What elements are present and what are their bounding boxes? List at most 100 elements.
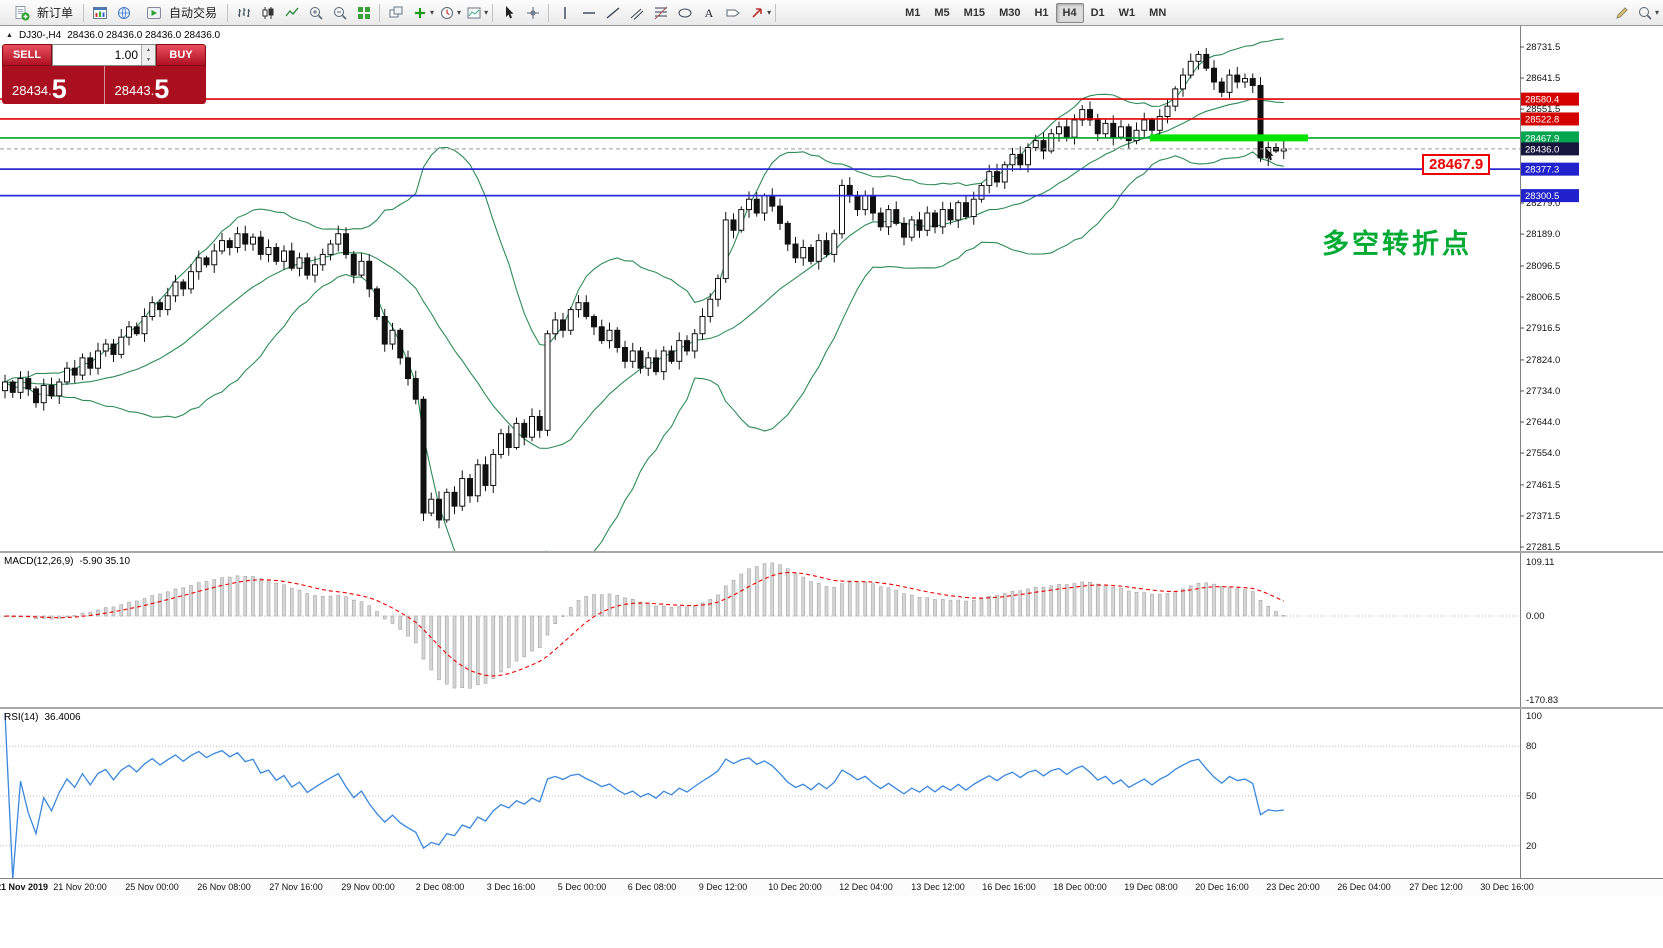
dropdown-icon[interactable]: ▾	[484, 8, 489, 17]
horizontal-line-tool-icon[interactable]	[577, 1, 600, 24]
crosshair-icon[interactable]	[521, 1, 544, 24]
new-order-button[interactable]: 新订单	[4, 1, 79, 25]
time-label: 26 Nov 08:00	[197, 882, 251, 892]
panel-splitter[interactable]	[0, 707, 1663, 709]
time-label: 19 Dec 08:00	[1124, 882, 1178, 892]
zoom-in-icon[interactable]	[304, 1, 327, 24]
macd-title: MACD(12,26,9) -5.90 35.10	[4, 556, 130, 567]
time-axis[interactable]: 21 Nov 2019 21 Nov 20:00 25 Nov 00:00 26 No…	[0, 878, 1663, 897]
fibonacci-tool-icon[interactable]	[649, 1, 672, 24]
cursor-icon[interactable]	[497, 1, 520, 24]
rsi-scale-label: 50	[1526, 791, 1537, 802]
templates-icon[interactable]	[462, 1, 485, 24]
auto-trading-button[interactable]: 自动交易	[136, 1, 223, 25]
chart-title: ▲ DJ30-,H4 28436.0 28436.0 28436.0 28436…	[6, 30, 220, 41]
time-label: 29 Nov 00:00	[341, 882, 395, 892]
edit-icon[interactable]	[1611, 1, 1634, 24]
tf-d1[interactable]: D1	[1090, 6, 1105, 19]
search-icon[interactable]	[1634, 1, 1657, 24]
tf-m5[interactable]: M5	[934, 6, 950, 19]
time-label: 21 Nov 2019	[0, 882, 49, 892]
macd-scale-label: 0.00	[1526, 611, 1545, 622]
dropdown-icon[interactable]: ▾	[457, 8, 462, 17]
one-click-collapse-icon[interactable]: ▲	[6, 32, 13, 39]
rsi-title: RSI(14) 36.4006	[4, 712, 81, 723]
tf-h4[interactable]: H4	[1055, 2, 1084, 23]
rsi-name: RSI(14)	[4, 712, 39, 723]
time-label: 2 Dec 08:00	[415, 882, 465, 892]
buy-price-big: 5	[154, 74, 170, 104]
cascade-windows-icon[interactable]	[384, 1, 407, 24]
spinner-up-icon[interactable]: ▲	[142, 45, 155, 55]
tf-mn[interactable]: MN	[1149, 6, 1167, 19]
price-tag	[1521, 131, 1579, 145]
separator	[775, 3, 777, 22]
sell-price-small: 28434.	[12, 83, 52, 98]
bollinger-lower-band	[4, 151, 1284, 551]
dropdown-icon[interactable]: ▾	[1654, 8, 1659, 17]
time-label: 12 Dec 04:00	[839, 882, 893, 892]
separator	[492, 3, 494, 22]
tile-windows-icon[interactable]	[352, 1, 375, 24]
price-axis-label: 28551.5	[1526, 104, 1560, 115]
periods-icon[interactable]	[435, 1, 458, 24]
chart-annotation[interactable]: 多空转折点	[1322, 229, 1472, 259]
channel-tool-icon[interactable]	[625, 1, 648, 24]
panel-splitter[interactable]	[0, 551, 1663, 553]
macd-signal-line	[4, 571, 1284, 677]
tf-m1[interactable]: M1	[905, 6, 921, 19]
spinner-down-icon[interactable]: ▼	[142, 55, 155, 65]
macd-current-values: -5.90 35.10	[79, 556, 131, 567]
line-chart-icon[interactable]	[280, 1, 303, 24]
time-label: 25 Nov 00:00	[125, 882, 179, 892]
dropdown-icon[interactable]: ▾	[430, 8, 435, 17]
buy-button[interactable]: BUY	[156, 44, 206, 66]
volume-stepper[interactable]: 1.00 ▲ ▼	[52, 44, 156, 66]
vertical-line-tool-icon[interactable]	[553, 1, 576, 24]
volume-spinner[interactable]: ▲ ▼	[141, 45, 155, 65]
price-callout[interactable]: 28467.9	[1422, 154, 1491, 175]
tf-m15[interactable]: M15	[963, 6, 986, 19]
candlestick-chart-icon[interactable]	[256, 1, 279, 24]
mouse-cursor	[1266, 148, 1274, 161]
profile-icon[interactable]	[112, 1, 135, 24]
tf-m30[interactable]: M30	[999, 6, 1021, 19]
one-click-trading-panel: SELL 1.00 ▲ ▼ BUY 28434. 5 28443. 5	[2, 44, 206, 104]
text-tool-icon[interactable]: A	[697, 1, 720, 24]
separator	[379, 3, 381, 22]
dropdown-icon[interactable]: ▾	[767, 8, 772, 17]
separator	[548, 3, 550, 22]
price-axis-label: 27734.0	[1526, 386, 1560, 397]
toolbar-right-icons: ▾	[1611, 1, 1659, 24]
tf-w1[interactable]: W1	[1118, 6, 1136, 19]
bollinger-upper-band	[4, 38, 1284, 383]
tf-h1[interactable]: H1	[1034, 6, 1049, 19]
time-label: 27 Dec 12:00	[1409, 882, 1463, 892]
price-tag	[1521, 189, 1579, 203]
price-axis-label: 27461.5	[1526, 480, 1560, 491]
sell-price[interactable]: 28434. 5	[2, 66, 105, 104]
macd-svg: 109.11 0.00 -170.83	[0, 553, 1558, 707]
separator	[83, 3, 85, 22]
trendline-tool-icon[interactable]	[601, 1, 624, 24]
label-tool-icon[interactable]	[721, 1, 744, 24]
buy-price[interactable]: 28443. 5	[105, 66, 207, 104]
macd-panel: 109.11 0.00 -170.83 MACD(12,26,9) -5.90 35.…	[0, 553, 1663, 707]
sell-price-big: 5	[51, 74, 67, 104]
rsi-scale-label: 80	[1526, 741, 1537, 752]
time-label: 16 Dec 16:00	[982, 882, 1036, 892]
price-axis-label: 28279.0	[1526, 198, 1560, 209]
bar-chart-icon[interactable]	[232, 1, 255, 24]
chart-window-icon[interactable]	[88, 1, 111, 24]
rsi-panel: 100 80 50 20 RSI(14) 36.4006	[0, 709, 1663, 878]
price-tag-label: 28377.3	[1525, 165, 1559, 176]
arrows-tool-icon[interactable]	[745, 1, 768, 24]
shapes-tool-icon[interactable]	[673, 1, 696, 24]
price-axis-label: 27916.5	[1526, 323, 1560, 334]
price-tag	[1521, 162, 1579, 176]
volume-value[interactable]: 1.00	[114, 48, 138, 62]
main-chart-panel: 28731.5 28641.5 28551.5 28279.0 28189.0 28096…	[0, 26, 1663, 551]
zoom-out-icon[interactable]	[328, 1, 351, 24]
indicators-icon[interactable]	[408, 1, 431, 24]
sell-button[interactable]: SELL	[2, 44, 52, 66]
